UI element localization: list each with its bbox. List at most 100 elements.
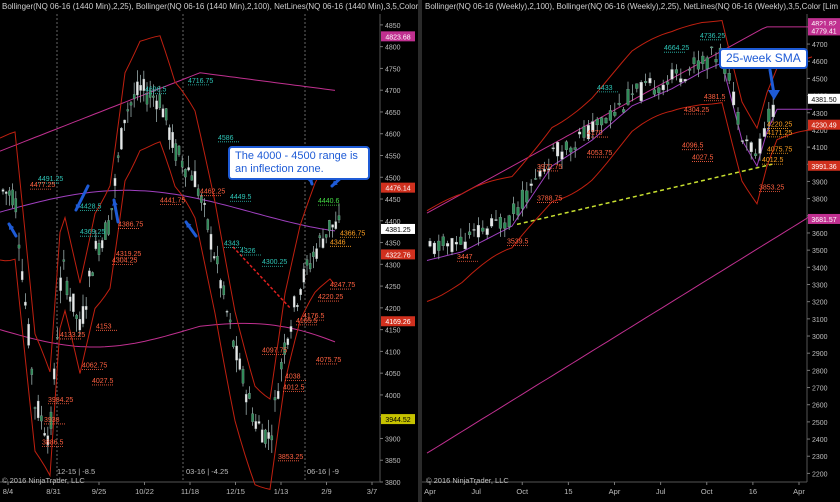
candle-body — [59, 277, 62, 291]
price-annotation: 4428.5 — [80, 203, 102, 210]
price-annotation: 3972.75 — [537, 164, 562, 171]
contract-label-03-16: 03-16 | -4.25 — [186, 467, 229, 476]
candle-body — [476, 225, 480, 238]
candle-body — [591, 121, 595, 132]
candle-body — [437, 240, 441, 251]
price-annotation: 4075.75 — [316, 357, 341, 364]
candle-body — [17, 244, 21, 249]
candle-body — [40, 415, 43, 422]
candle-body — [267, 432, 270, 439]
price-badge — [808, 25, 840, 36]
candle-body — [46, 435, 50, 446]
y-tick-label: 2900 — [812, 351, 828, 358]
candle-body — [1, 189, 5, 192]
candle-body — [36, 400, 40, 419]
candle-body — [100, 240, 104, 249]
candle-body — [608, 110, 612, 121]
y-tick-label: 4200 — [812, 128, 828, 135]
inflection-zone-callout: The 4000 - 4500 range is an inflection z… — [228, 146, 370, 180]
y-tick-label: 2700 — [812, 386, 828, 393]
candle-body — [187, 167, 190, 171]
price-annotation: 3853.25 — [278, 454, 303, 461]
price-annotation: 4736.25 — [700, 33, 725, 40]
candle-body — [174, 143, 178, 161]
y-tick-label: 4350 — [385, 241, 401, 248]
candle-body — [714, 58, 718, 63]
arrow-icon-head — [75, 204, 81, 210]
candle-body — [123, 119, 126, 124]
weekly-chart-panel[interactable]: 4800470046004500440043004200410040003900… — [422, 0, 840, 502]
candle-body — [485, 228, 489, 235]
candle-body — [238, 358, 242, 370]
candle-body — [78, 319, 82, 331]
price-badge-label: 4381.25 — [385, 227, 410, 234]
candle-body — [286, 338, 290, 345]
weekly-chart-header: Bollinger(NQ 06-16 (Weekly),2,100), Boll… — [425, 2, 839, 11]
candle-body — [62, 259, 66, 262]
price-annotation: 4170 — [587, 130, 603, 137]
y-tick-label: 3300 — [812, 282, 828, 289]
bollinger-100-upper — [0, 72, 336, 152]
candle-body — [315, 248, 318, 259]
panel-divider[interactable] — [418, 0, 422, 502]
candle-body — [679, 78, 683, 83]
candle-body — [145, 94, 149, 105]
candle-body — [600, 117, 604, 126]
x-tick-label: 12/15 — [226, 487, 245, 496]
candle-body — [670, 69, 674, 80]
x-tick-label: 1/13 — [274, 487, 289, 496]
x-tick-label: Apr — [424, 487, 436, 496]
price-badge-label: 3991.36 — [811, 164, 836, 171]
candle-body — [516, 207, 520, 216]
y-tick-label: 3200 — [812, 300, 828, 307]
y-tick-label: 4300 — [385, 262, 401, 269]
price-annotation: 3788.75 — [537, 196, 562, 203]
candle-body — [767, 108, 771, 123]
candle-body — [296, 305, 299, 307]
price-annotation: 4440.6 — [318, 198, 340, 205]
candle-body — [209, 233, 213, 250]
x-tick-label: Apr — [793, 487, 805, 496]
y-tick-label: 4050 — [385, 371, 401, 378]
weekly-chart-plot[interactable]: 4800470046004500440043004200410040003900… — [422, 0, 840, 502]
candle-body — [305, 259, 309, 266]
daily-chart-plot[interactable]: 4850 4800 4750 4700 4650 4600 4550 4500 4450 4400… — [0, 0, 418, 502]
price-annotation: 4386.75 — [118, 222, 143, 229]
sma-callout: 25-week SMA — [719, 48, 808, 69]
candle-body — [177, 145, 181, 155]
y-tick-label: 4550 — [385, 153, 401, 160]
y-tick-label: 3400 — [812, 265, 828, 272]
candle-body — [701, 55, 705, 64]
candle-body — [525, 190, 529, 203]
candle-body — [88, 270, 91, 277]
candle-body — [569, 147, 573, 153]
price-badge-label: 4169.26 — [385, 319, 410, 326]
candle-body — [14, 198, 18, 213]
candle-body — [736, 111, 740, 125]
candle-body — [212, 256, 216, 259]
candle-body — [582, 126, 586, 138]
daily-chart-panel[interactable]: 4850 4800 4750 4700 4650 4600 4550 4500 4450 4400… — [0, 0, 418, 502]
candle-body — [24, 301, 27, 306]
candle-body — [152, 95, 155, 98]
candle-body — [337, 215, 341, 221]
y-tick-label: 4450 — [385, 197, 401, 204]
candle-body — [472, 229, 476, 231]
candle-body — [260, 429, 264, 443]
x-tick-label: Apr — [609, 487, 621, 496]
candle-body — [648, 78, 652, 84]
x-tick-label: 8/4 — [3, 487, 13, 496]
candle-body — [72, 293, 75, 312]
candle-body — [578, 131, 582, 135]
candle-body — [283, 342, 286, 355]
candle-body — [556, 142, 560, 157]
y-tick-label: 4500 — [385, 175, 401, 182]
price-annotation: 3886.5 — [42, 439, 64, 446]
price-annotation: 4449.5 — [230, 194, 252, 201]
candle-body — [468, 231, 472, 235]
candle-body — [564, 141, 568, 150]
y-tick-label: 3850 — [385, 458, 401, 465]
candle-body — [116, 155, 120, 158]
price-annotation: 4366.75 — [340, 230, 365, 237]
candle-body — [639, 82, 643, 102]
